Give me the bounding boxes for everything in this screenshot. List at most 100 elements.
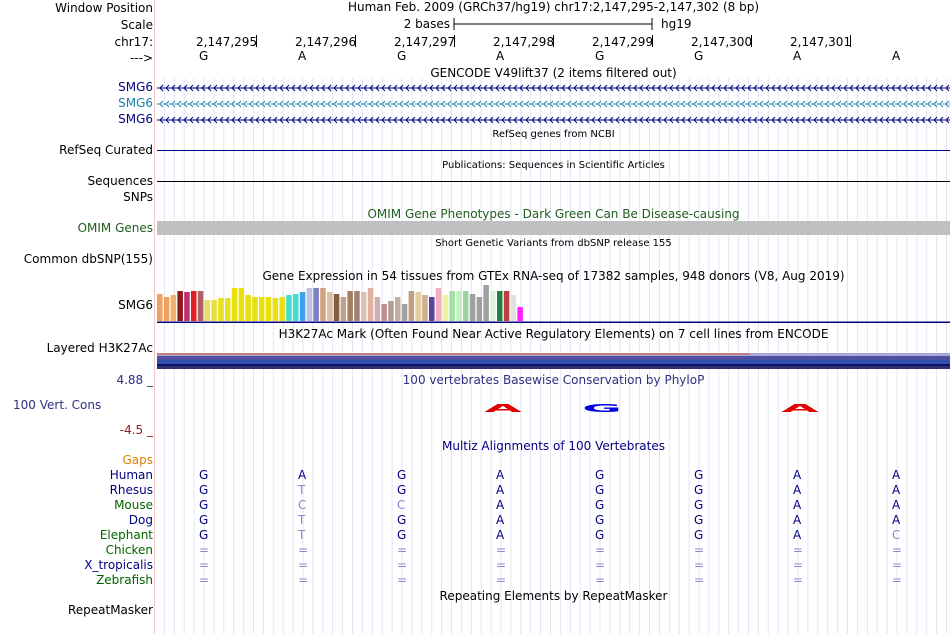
gtex-tissue-bar [367, 288, 374, 321]
gtex-tissue-bar [388, 301, 394, 321]
aligned-base: A [298, 468, 307, 482]
species-label[interactable]: Zebrafish [96, 573, 153, 587]
gtex-track-title: Gene Expression in 54 tissues from GTEx … [262, 269, 845, 283]
gtex-tissue-bar [476, 297, 483, 321]
gtex-tissue-bar [279, 297, 285, 321]
aligned-base: G [595, 528, 605, 542]
snps-track-label[interactable]: SNPs [123, 190, 153, 204]
ruler-tick [850, 35, 851, 47]
gtex-tissue-bar [163, 297, 170, 321]
aligned-base: G [694, 498, 704, 512]
reference-base: G [397, 49, 407, 63]
species-label[interactable]: X_tropicalis [84, 558, 153, 572]
aligned-base: A [892, 483, 901, 497]
aligned-base: A [892, 513, 901, 527]
gtex-tissue-bar [483, 285, 489, 321]
aligned-base: A [496, 498, 505, 512]
ruler-tick [751, 35, 752, 47]
aligned-base: = [595, 543, 606, 557]
gtex-tissue-bar [361, 292, 367, 321]
aligned-base: = [397, 558, 408, 572]
repeatmasker-track-label[interactable]: RepeatMasker [67, 603, 153, 617]
gtex-tissue-bar [422, 295, 428, 321]
gtex-tissue-bar [442, 295, 449, 321]
aligned-base: C [892, 528, 901, 542]
ruler-coordinate: 2,147,301 [790, 35, 852, 49]
scale-label: Scale [120, 18, 153, 32]
aligned-base: G [595, 483, 605, 497]
dbsnp-track-label[interactable]: Common dbSNP(155) [23, 252, 153, 266]
phylop-base-logo: A [781, 402, 818, 415]
ruler-tick [553, 35, 554, 47]
refseq-track-label[interactable]: RefSeq Curated [59, 143, 153, 157]
aligned-base: A [892, 498, 901, 512]
scale-bar [453, 18, 653, 30]
scale-bar-text: 2 bases [403, 17, 450, 31]
publications-line[interactable] [157, 181, 950, 182]
aligned-base: T [298, 483, 306, 497]
gtex-tissue-bar [395, 297, 401, 321]
gtex-tissue-bar [238, 288, 245, 321]
reference-base: G [199, 49, 209, 63]
scale-db-label: hg19 [661, 17, 692, 31]
aligned-base: G [694, 528, 704, 542]
h3k27ac-signal[interactable] [0, 351, 950, 371]
gtex-tissue-bar [313, 288, 319, 321]
gaps-label: Gaps [122, 453, 153, 467]
aligned-base: C [298, 498, 307, 512]
gencode-gene-label[interactable]: SMG6 [118, 112, 153, 126]
gtex-tissue-bar [456, 291, 462, 321]
aligned-base: = [298, 558, 309, 572]
species-label[interactable]: Human [109, 468, 153, 482]
gtex-tissue-bar [197, 291, 204, 321]
aligned-base: G [694, 513, 704, 527]
gencode-gene-label[interactable]: SMG6 [118, 96, 153, 110]
gencode-track-title: GENCODE V49lift37 (2 items filtered out) [430, 66, 677, 80]
reference-base: A [892, 49, 901, 63]
gtex-tissue-bar [340, 297, 347, 321]
species-label[interactable]: Dog [128, 513, 153, 527]
h3k27ac-track-label[interactable]: Layered H3K27Ac [46, 341, 153, 355]
species-label[interactable]: Rhesus [109, 483, 153, 497]
gtex-tissue-bar [252, 297, 258, 321]
repeatmasker-track-title: Repeating Elements by RepeatMasker [439, 589, 668, 603]
aligned-base: = [892, 543, 903, 557]
gtex-tissue-bar [463, 291, 469, 321]
dbsnp-track-title: Short Genetic Variants from dbSNP releas… [435, 238, 672, 249]
reference-base: A [793, 49, 802, 63]
gtex-track-label[interactable]: SMG6 [118, 298, 153, 312]
gtex-tissue-bar [381, 304, 387, 321]
gtex-tissue-bar [517, 307, 523, 321]
gtex-expression-bars[interactable] [0, 283, 950, 323]
species-label[interactable]: Chicken [105, 543, 153, 557]
gtex-tissue-bar [204, 300, 211, 321]
species-label[interactable]: Mouse [114, 498, 153, 512]
gencode-gene-label[interactable]: SMG6 [118, 80, 153, 94]
aligned-base: T [298, 513, 306, 527]
gencode-gene-lines[interactable] [0, 80, 950, 130]
aligned-base: A [892, 468, 901, 482]
aligned-base: = [496, 543, 507, 557]
aligned-base: C [397, 498, 406, 512]
ruler-coordinate: 2,147,299 [592, 35, 654, 49]
gtex-tissue-bar [497, 291, 503, 321]
ruler-coordinate: 2,147,295 [196, 35, 258, 49]
aligned-base: G [397, 528, 407, 542]
gtex-tissue-bar [218, 298, 224, 321]
aligned-base: A [793, 528, 802, 542]
omim-track-label[interactable]: OMIM Genes [77, 221, 153, 235]
publications-track-label[interactable]: Sequences [87, 174, 153, 188]
aligned-base: A [793, 513, 802, 527]
omim-phenotype-bar[interactable] [157, 221, 950, 235]
refseq-gene-line[interactable] [157, 150, 950, 151]
gtex-tissue-bar [191, 291, 197, 321]
gtex-tissue-bar [415, 292, 421, 321]
aligned-base: G [199, 513, 209, 527]
ruler-tick [256, 35, 257, 47]
aligned-base: = [892, 558, 903, 572]
species-label[interactable]: Elephant [99, 528, 153, 542]
phylop-track-label[interactable]: 100 Vert. Cons [13, 398, 102, 412]
aligned-base: = [694, 558, 705, 572]
